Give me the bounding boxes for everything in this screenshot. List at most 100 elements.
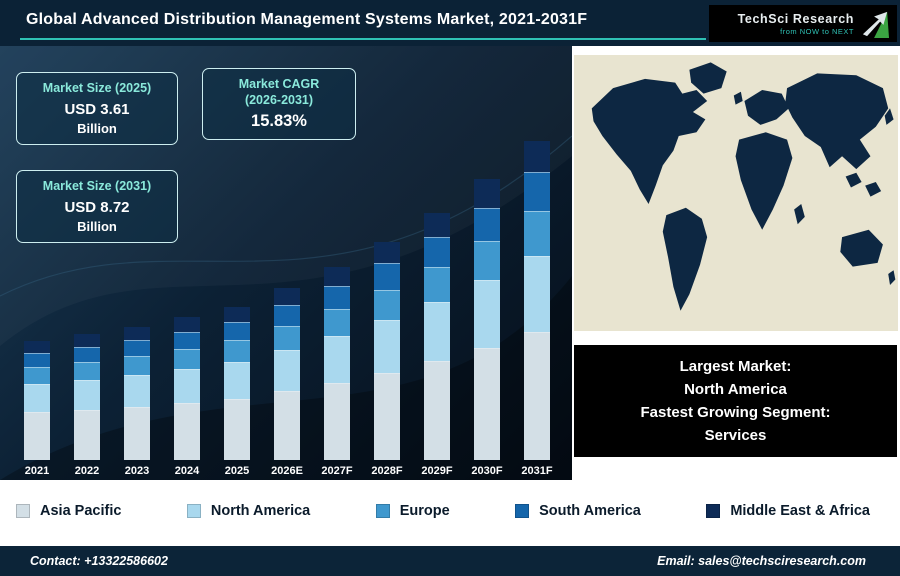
fastest-segment-value: Services [704,427,767,445]
map-continents [591,62,896,311]
bar-segment-europe [124,355,150,375]
bar-segment-middle-east-africa [24,341,50,353]
stacked-bar [474,179,500,460]
bar-column-2021: 2021 [12,341,62,480]
bar-segment-middle-east-africa [224,306,250,322]
stacked-bar [274,288,300,461]
stacked-bar [524,140,550,460]
legend-item-middle-east-africa: Middle East & Africa [706,503,870,519]
bar-segment-europe [474,241,500,281]
largest-market-value: North America [684,380,787,398]
stat-unit: Billion [77,218,117,234]
legend-label: South America [539,503,641,519]
stacked-bar [424,212,450,460]
bar-column-2026e: 2026E [262,288,312,480]
bar-segment-asia-pacific [74,409,100,460]
x-axis-label: 2031F [521,465,553,477]
legend-label: North America [210,503,311,519]
x-axis-label: 2030F [471,465,503,477]
bar-segment-europe [524,210,550,256]
stacked-bar [374,241,400,460]
legend-label: Middle East & Africa [730,503,870,519]
bar-segment-europe [174,348,200,369]
bar-segment-europe [424,267,450,302]
stacked-bar [74,334,100,460]
bar-segment-south-america [324,285,350,310]
legend-label: Europe [399,503,450,519]
bar-segment-middle-east-africa [274,288,300,306]
stacked-bar [224,306,250,460]
bar-segment-north-america [274,350,300,392]
bar-segment-south-america [24,352,50,368]
header-bar: Global Advanced Distribution Management … [0,0,900,46]
x-axis-label: 2021 [24,465,50,477]
bar-segment-middle-east-africa [424,212,450,238]
legend-swatch [16,504,30,518]
bar-segment-north-america [424,301,450,362]
bar-segment-europe [74,362,100,380]
bar-segment-asia-pacific [524,332,550,460]
bar-segment-middle-east-africa [324,266,350,286]
market-info-box: Largest Market: North America Fastest Gr… [574,345,897,457]
market-size-2025-box: Market Size (2025) USD 3.61 Billion [16,72,178,145]
bar-segment-middle-east-africa [174,317,200,332]
bar-segment-middle-east-africa [374,241,400,264]
logo-text: TechSci Research from NOW to NEXT [738,12,854,36]
bar-segment-middle-east-africa [474,179,500,208]
chart-legend: Asia Pacific North America Europe South Ame… [0,480,900,542]
bar-segment-europe [374,289,400,321]
x-axis-label: 2029F [421,465,453,477]
bar-segment-asia-pacific [474,347,500,460]
legend-item-asia-pacific: Asia Pacific [16,503,121,519]
bar-segment-asia-pacific [324,382,350,460]
legend-item-europe: Europe [375,503,450,519]
legend-item-north-america: North America [186,503,311,519]
bar-segment-europe [274,326,300,351]
stat-value: USD 3.61 [64,100,130,118]
bar-segment-asia-pacific [274,391,300,461]
x-axis-label: 2024 [174,465,200,477]
bar-segment-north-america [24,383,50,413]
bar-segment-europe [324,309,350,337]
bar-segment-south-america [474,207,500,242]
stat-label: Market Size (2031) [42,179,152,193]
bar-column-2025: 2025 [212,306,262,480]
bar-column-2027f: 2027F [312,266,362,480]
stat-label: Market CAGR [238,77,320,91]
bar-segment-asia-pacific [374,372,400,460]
bar-segment-europe [24,367,50,384]
legend-label: Asia Pacific [40,503,122,519]
bar-column-2029f: 2029F [412,212,462,480]
x-axis-label: 2025 [224,465,250,477]
legend-swatch [515,504,530,518]
bar-segment-north-america [124,374,150,407]
legend-item-south-america: South America [515,503,641,519]
bar-segment-south-america [74,347,100,363]
market-cagr-box: Market CAGR (2026-2031) 15.83% [202,68,356,141]
stacked-bar [324,266,350,460]
bar-segment-middle-east-africa [74,334,100,348]
bar-segment-north-america [374,320,400,373]
contact-info: Contact: +13322586602 [30,554,168,568]
x-axis-label: 2022 [74,465,100,477]
stat-label: (2026-2031) [244,92,314,107]
bar-column-2031f: 2031F [512,140,562,480]
bar-segment-north-america [474,280,500,348]
stacked-bar-chart: 2021 2022 2023 2024 2025 2026E 2027F 2028F 2029F… [12,46,562,480]
market-size-2031-box: Market Size (2031) USD 8.72 Billion [16,170,178,243]
techsci-logo: TechSci Research from NOW to NEXT [709,5,897,42]
bar-column-2028f: 2028F [362,241,412,480]
bar-segment-europe [224,340,250,362]
email-info: Email: sales@techsciresearch.com [657,554,866,568]
footer-bar: Contact: +13322586602 Email: sales@techs… [0,546,900,576]
title-underline [20,38,706,40]
bar-segment-south-america [224,321,250,341]
stat-label: Market Size (2025) [42,81,152,95]
bar-segment-north-america [74,379,100,410]
bar-segment-asia-pacific [224,398,250,460]
bar-segment-south-america [124,339,150,356]
bar-segment-south-america [374,263,400,290]
bar-column-2030f: 2030F [462,179,512,480]
bar-segment-north-america [224,361,250,399]
